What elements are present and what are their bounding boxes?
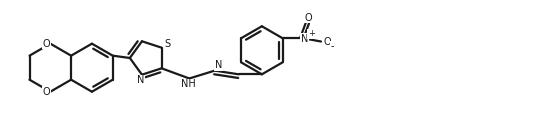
- Text: +: +: [308, 29, 315, 38]
- Text: S: S: [164, 39, 170, 49]
- Text: NH: NH: [181, 80, 196, 89]
- Text: N: N: [137, 75, 145, 85]
- Text: N: N: [301, 34, 308, 44]
- Text: O: O: [305, 13, 312, 23]
- Text: -: -: [330, 41, 334, 51]
- Text: N: N: [215, 60, 222, 70]
- Text: O: O: [323, 37, 331, 46]
- Text: O: O: [43, 39, 50, 49]
- Text: O: O: [43, 87, 50, 97]
